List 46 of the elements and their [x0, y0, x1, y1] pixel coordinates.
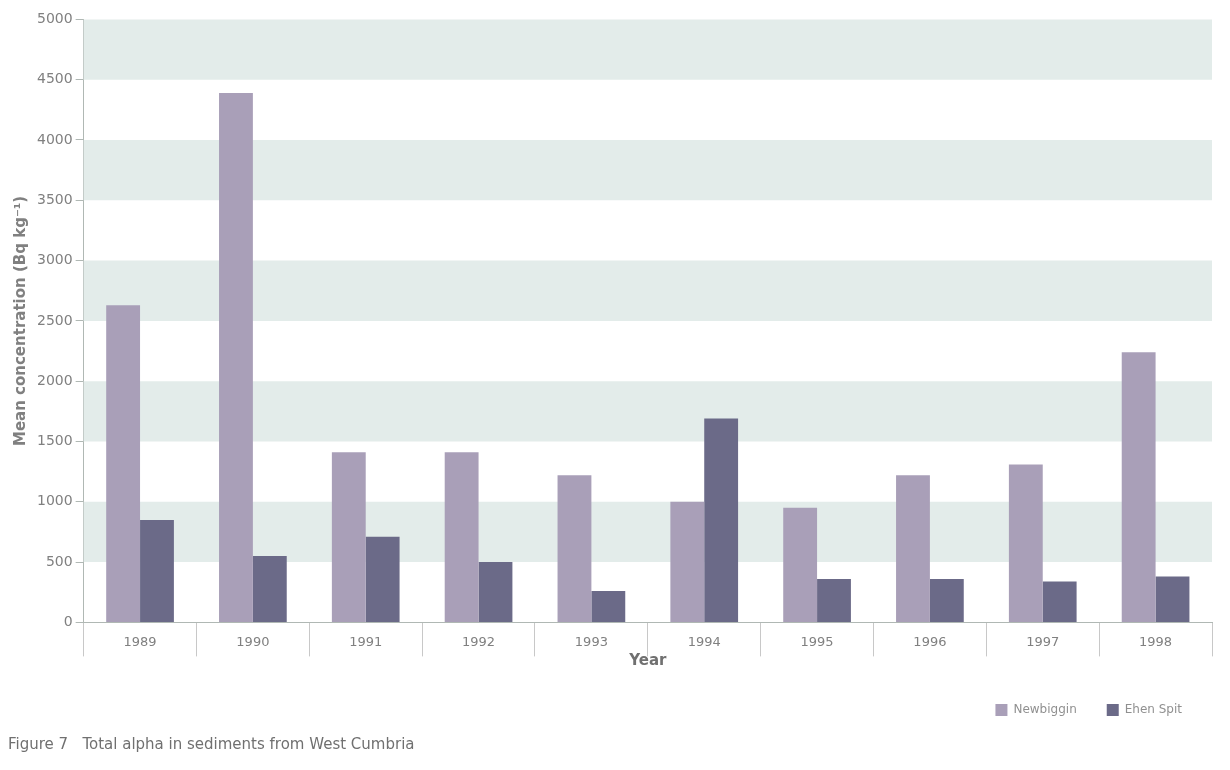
bar [219, 92, 253, 622]
y-tick-label: 4000 [36, 130, 73, 147]
y-tick-label: 3000 [36, 251, 73, 268]
bar [783, 507, 818, 622]
x-axis-title: Year [628, 650, 667, 669]
bar [331, 452, 366, 622]
y-tick-label: 2000 [36, 371, 73, 388]
bar [896, 475, 930, 622]
y-tick-label: 2500 [36, 311, 73, 328]
bar [929, 578, 964, 622]
y-tick-label: 3500 [36, 190, 73, 207]
x-tick-label: 1995 [800, 633, 834, 649]
x-tick-label: 1991 [349, 633, 383, 649]
bar [670, 501, 705, 622]
bar [140, 519, 174, 622]
y-tick-label: 1000 [36, 492, 73, 509]
bar [365, 536, 400, 622]
bar [1008, 464, 1043, 622]
x-tick-label: 1998 [1139, 633, 1173, 649]
bar [444, 452, 479, 622]
y-axis-title: Mean concentration (Bq kg⁻¹) [10, 195, 29, 447]
bar [106, 305, 141, 622]
bar [478, 562, 513, 622]
y-tick-label: 5000 [36, 10, 73, 27]
bar [1042, 581, 1077, 622]
legend-label: Ehen Spit [1124, 702, 1183, 717]
bar [1155, 576, 1190, 622]
y-tick-label: 0 [63, 613, 73, 630]
x-tick-label: 1989 [123, 633, 157, 649]
legend-label: Newbiggin [1013, 702, 1077, 717]
bar [591, 591, 626, 622]
bar [1121, 352, 1156, 622]
x-tick-label: 1994 [687, 633, 721, 649]
text: Figure 7 Total alpha in sediments from West Cumbria [8, 734, 415, 753]
x-tick-label: 1990 [236, 633, 270, 649]
x-tick-label: 1997 [1026, 633, 1060, 649]
bar [252, 556, 287, 622]
bar [704, 418, 739, 622]
x-tick-label: 1996 [913, 633, 947, 649]
y-tick-label: 500 [45, 552, 73, 569]
x-tick-label: 1992 [462, 633, 496, 649]
y-tick-label: 4500 [36, 70, 73, 87]
x-tick-label: 1993 [574, 633, 608, 649]
bar [817, 578, 851, 622]
bar [557, 475, 592, 622]
y-tick-label: 1500 [36, 432, 73, 449]
